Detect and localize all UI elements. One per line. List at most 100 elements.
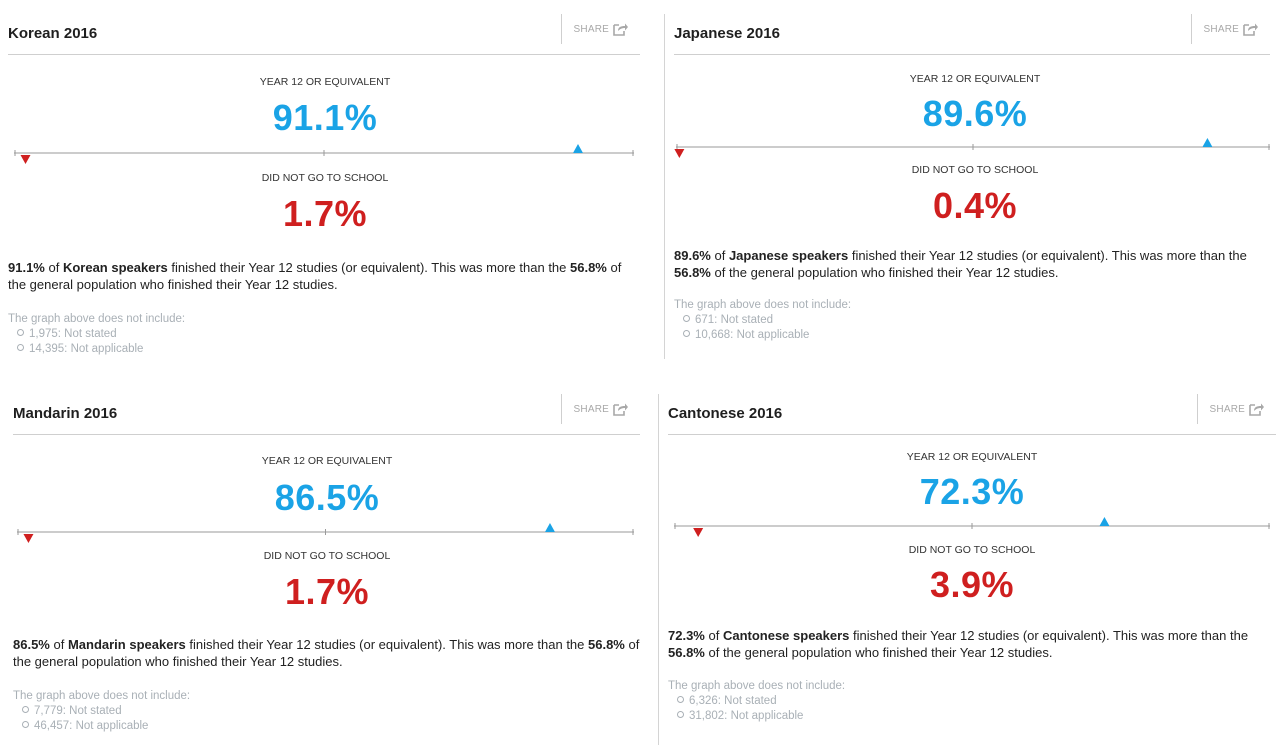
note-item-text: 6,326: Not stated (689, 695, 777, 707)
summary-text: 89.6% of Japanese speakers finished thei… (674, 248, 1247, 280)
exclusion-note: The graph above does not include: 6,326:… (668, 679, 845, 724)
year12-value: 91.1% (272, 97, 378, 138)
year12-label: YEAR 12 OR EQUIVALENT (906, 451, 1038, 463)
general-pct-text: 56.8% (668, 645, 705, 660)
panel-title: Mandarin 2016 (13, 405, 118, 422)
panel-header: Korean 2016 SHARE (8, 14, 640, 55)
general-pct-text: 56.8% (588, 637, 625, 652)
note-item-text: 7,779: Not stated (34, 705, 122, 717)
bullet-icon (22, 706, 29, 713)
column-divider (664, 14, 665, 359)
bullet-icon (677, 711, 684, 718)
bullet-icon (683, 330, 690, 337)
scale-axis (674, 517, 1270, 537)
year12-label: YEAR 12 OR EQUIVALENT (261, 455, 393, 467)
summary-text: 91.1% of Korean speakers finished their … (8, 260, 622, 292)
year12-pct-text: 89.6% (674, 248, 711, 263)
exclusion-note: The graph above does not include: 7,779:… (13, 689, 190, 734)
general-pct-text: 56.8% (674, 265, 711, 280)
bullet-icon (683, 315, 690, 322)
year12-value: 89.6% (922, 93, 1028, 134)
summary-tail: of the general population who finished t… (710, 265, 1059, 280)
note-heading: The graph above does not include: (668, 680, 846, 692)
year12-pct-text: 72.3% (668, 628, 705, 643)
noschool-value: 0.4% (932, 185, 1018, 226)
note-item-text: 14,395: Not applicable (29, 343, 144, 355)
korean-panel: Korean 2016 SHARE YEAR 12 OR EQUIVALENT … (8, 14, 640, 364)
bullet-icon (17, 344, 24, 351)
year12-value: 72.3% (919, 471, 1025, 512)
year12-marker (572, 144, 583, 153)
general-pct-text: 56.8% (570, 260, 607, 275)
note-item: 7,779: Not stated (13, 704, 190, 719)
note-item-text: 1,975: Not stated (29, 328, 117, 340)
note-item: 31,802: Not applicable (668, 709, 845, 724)
panel-header: Mandarin 2016 SHARE (13, 394, 640, 435)
year12-label: YEAR 12 OR EQUIVALENT (909, 73, 1041, 85)
speakers-text: Japanese speakers (728, 248, 849, 263)
note-item: 46,457: Not applicable (13, 719, 190, 734)
note-item-text: 671: Not stated (695, 314, 773, 326)
year12-pct-text: 86.5% (13, 637, 50, 652)
panel-title: Cantonese 2016 (668, 405, 783, 422)
share-label: SHARE (573, 403, 609, 415)
note-heading: The graph above does not include: (13, 690, 191, 702)
note-heading: The graph above does not include: (674, 299, 852, 311)
summary-tail: of the general population who finished t… (13, 637, 640, 669)
noschool-label: DID NOT GO TO SCHOOL (263, 550, 391, 562)
summary-middle: finished their Year 12 studies (or equiv… (849, 628, 1249, 643)
share-label: SHARE (573, 23, 609, 35)
scale-axis (14, 144, 634, 164)
note-item: 10,668: Not applicable (674, 328, 851, 343)
noschool-marker (674, 149, 685, 158)
panel-title: Korean 2016 (8, 25, 98, 42)
scale-axis (674, 138, 1270, 158)
share-button[interactable]: SHARE (1196, 394, 1264, 424)
noschool-value: 1.7% (284, 571, 370, 612)
speakers-text: Cantonese speakers (722, 628, 850, 643)
year12-value: 86.5% (274, 477, 380, 518)
note-heading: The graph above does not include: (8, 313, 186, 325)
mandarin-panel: Mandarin 2016 SHARE YEAR 12 OR EQUIVALEN… (13, 394, 640, 739)
share-icon (1243, 22, 1258, 36)
note-item: 14,395: Not applicable (8, 342, 185, 357)
summary-middle: finished their Year 12 studies (or equiv… (167, 260, 570, 275)
panel-header: Japanese 2016 SHARE (674, 14, 1270, 55)
summary-middle: finished their Year 12 studies (or equiv… (848, 248, 1247, 263)
panel-header: Cantonese 2016 SHARE (668, 394, 1276, 435)
share-button[interactable]: SHARE (560, 394, 628, 424)
year12-marker (1202, 138, 1213, 147)
share-button[interactable]: SHARE (560, 14, 628, 44)
noschool-label: DID NOT GO TO SCHOOL (908, 544, 1036, 556)
bullet-icon (22, 721, 29, 728)
noschool-value: 3.9% (929, 564, 1015, 605)
note-item: 671: Not stated (674, 313, 851, 328)
bullet-icon (17, 329, 24, 336)
noschool-value: 1.7% (282, 193, 368, 234)
noschool-label: DID NOT GO TO SCHOOL (911, 164, 1039, 176)
scale-axis (17, 523, 634, 543)
bullet-icon (677, 696, 684, 703)
share-icon (613, 402, 628, 416)
year12-pct-text: 91.1% (8, 260, 45, 275)
year12-label: YEAR 12 OR EQUIVALENT (259, 76, 391, 88)
summary-text: 86.5% of Mandarin speakers finished thei… (13, 637, 640, 669)
share-icon (1249, 402, 1264, 416)
year12-marker (1099, 517, 1110, 526)
note-item: 6,326: Not stated (668, 694, 845, 709)
column-divider (658, 394, 659, 745)
speakers-text: Mandarin speakers (67, 637, 186, 652)
note-item-text: 10,668: Not applicable (695, 329, 810, 341)
share-button[interactable]: SHARE (1190, 14, 1258, 44)
year12-marker (544, 523, 555, 532)
noschool-marker (693, 528, 704, 537)
panel-title: Japanese 2016 (674, 25, 780, 42)
cantonese-panel: Cantonese 2016 SHARE YEAR 12 OR EQUIVALE… (668, 394, 1276, 739)
note-item-text: 31,802: Not applicable (689, 710, 804, 722)
japanese-panel: Japanese 2016 SHARE YEAR 12 OR EQUIVALEN… (674, 14, 1270, 359)
share-icon (613, 22, 628, 36)
summary-text: 72.3% of Cantonese speakers finished the… (668, 628, 1249, 660)
summary-middle: finished their Year 12 studies (or equiv… (185, 637, 588, 652)
summary-tail: of the general population who finished t… (8, 260, 622, 292)
noschool-label: DID NOT GO TO SCHOOL (261, 172, 389, 184)
